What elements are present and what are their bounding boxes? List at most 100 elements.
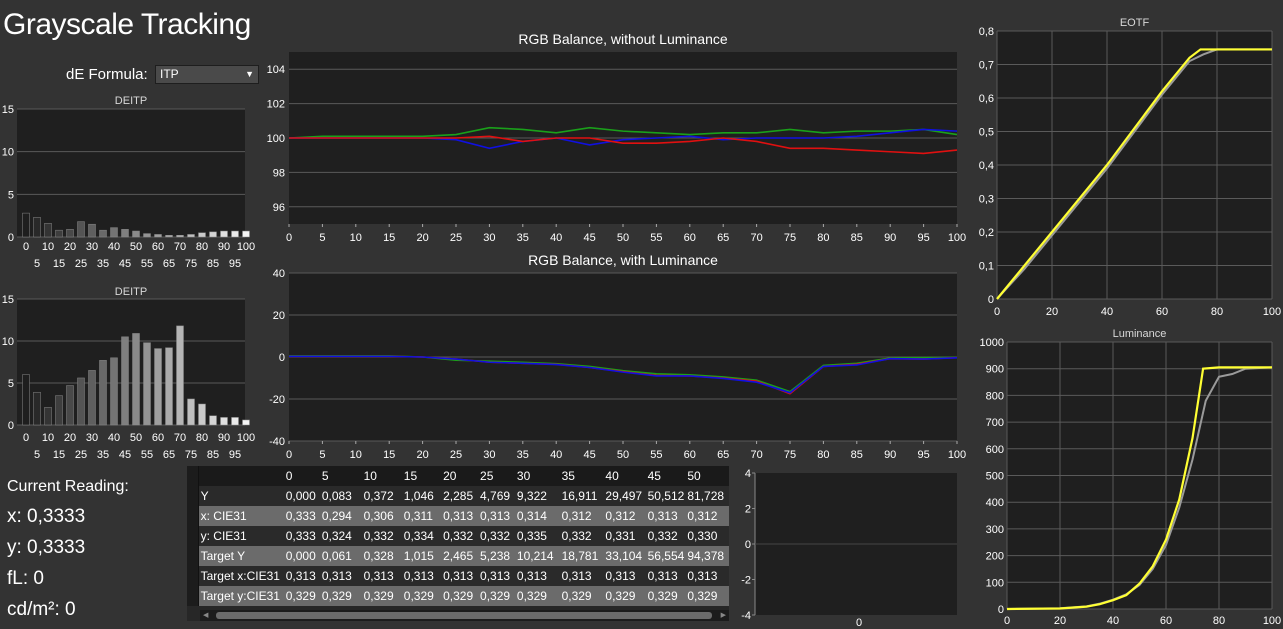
x-tick-label: 25	[450, 232, 462, 244]
table-cell: 0,312	[603, 506, 646, 526]
table-cell: 0,306	[361, 506, 402, 526]
scroll-thumb[interactable]	[216, 612, 712, 619]
column-header[interactable]: 30	[514, 466, 560, 486]
table-cell: 2,465	[441, 546, 479, 566]
y-tick-label: 0,8	[979, 26, 994, 38]
bar	[143, 233, 151, 238]
column-header[interactable]: 0	[283, 466, 320, 486]
y-tick-label: 10	[2, 336, 14, 348]
x-tick-label: 30	[483, 232, 495, 244]
measurement-table[interactable]: 0 5 10 15 20 25 30 35 40 45 50 Y 0,000 0,083 0,372 1,04…	[187, 466, 729, 621]
series-line-blue	[289, 355, 958, 394]
column-header[interactable]: 40	[603, 466, 646, 486]
column-header[interactable]: 15	[401, 466, 442, 486]
table-cell: 0,329	[685, 586, 729, 606]
y-tick-label: 0	[988, 294, 994, 306]
table-row[interactable]: x: CIE31 0,333 0,294 0,306 0,311 0,313 0,313 0,…	[187, 506, 729, 526]
x-tick-label: 50	[617, 449, 629, 461]
table-cell: 0,329	[645, 586, 686, 606]
column-header[interactable]: 35	[559, 466, 604, 486]
scroll-right-icon[interactable]: ▶	[720, 612, 726, 619]
chart-title: DEITP	[115, 95, 147, 107]
y-tick-label: 0	[745, 539, 751, 551]
row-header-cell[interactable]	[187, 486, 199, 506]
x-tick-label: 55	[650, 449, 662, 461]
table-cell: 0,332	[478, 526, 515, 546]
table-row[interactable]: y: CIE31 0,333 0,324 0,332 0,334 0,332 0,332 0,…	[187, 526, 729, 546]
x-tick-label: 25	[75, 258, 87, 270]
bar	[99, 229, 107, 238]
table-row[interactable]: Target y:CIE31 0,329 0,329 0,329 0,329 0,329 0…	[187, 586, 729, 606]
row-header-cell[interactable]	[187, 546, 199, 566]
table-cell: 0,329	[283, 586, 320, 606]
table-row[interactable]: Y 0,000 0,083 0,372 1,046 2,285 4,769 9,322 16,9…	[187, 486, 729, 506]
x-tick-label: 70	[174, 432, 186, 444]
table-cell: 0,332	[559, 526, 604, 546]
x-tick-label: 55	[141, 449, 153, 461]
table-row[interactable]: Target x:CIE31 0,313 0,313 0,313 0,313 0,313 0…	[187, 566, 729, 586]
table-cell: 0,000	[283, 486, 320, 506]
y-tick-label: -20	[269, 394, 285, 406]
column-header[interactable]: 10	[361, 466, 402, 486]
table-cell: 0,329	[603, 586, 646, 606]
x-tick-label: 60	[152, 432, 164, 444]
y-tick-label: 40	[273, 268, 285, 280]
x-tick-label: 75	[185, 449, 197, 461]
row-label: y: CIE31	[198, 526, 284, 546]
row-header-cell[interactable]	[187, 566, 199, 586]
x-tick-label: 40	[1101, 306, 1113, 318]
x-tick-label: 20	[64, 241, 76, 253]
y-tick-label: 0,6	[979, 93, 994, 105]
table-cell: 0,333	[283, 506, 320, 526]
x-tick-label: 10	[42, 432, 54, 444]
row-header-cell[interactable]	[187, 586, 199, 606]
bar	[99, 360, 107, 426]
column-header[interactable]: 45	[645, 466, 686, 486]
y-tick-label: 5	[8, 189, 14, 201]
table-cell: 0,313	[283, 566, 320, 586]
row-header-cell[interactable]	[187, 506, 199, 526]
table-cell: 5,238	[478, 546, 515, 566]
column-header[interactable]: 5	[319, 466, 362, 486]
x-tick-label: 45	[119, 258, 131, 270]
column-header[interactable]: 20	[441, 466, 479, 486]
x-tick-label: 0	[994, 306, 1000, 318]
x-tick-label: 15	[383, 449, 395, 461]
chart-title: Luminance	[1113, 328, 1167, 340]
column-header[interactable]: 25	[478, 466, 515, 486]
de-formula-select[interactable]: ITP ▼	[155, 65, 259, 84]
row-label: x: CIE31	[198, 506, 284, 526]
x-tick-label: 25	[75, 449, 87, 461]
reading-fl: fL: 0	[7, 568, 44, 589]
series-line-red	[289, 135, 958, 155]
y-tick-label: 5	[8, 378, 14, 390]
bar	[110, 357, 118, 426]
row-label: Y	[198, 486, 284, 506]
column-header[interactable]: 50	[685, 466, 729, 486]
table-cell: 16,911	[559, 486, 604, 506]
table-cell: 0,329	[478, 586, 515, 606]
bar	[176, 325, 184, 426]
de-formula-value: ITP	[160, 67, 179, 81]
x-tick-label: 30	[86, 241, 98, 253]
x-tick-label: 95	[917, 232, 929, 244]
table-cell: 0,314	[514, 506, 560, 526]
series-line-yellow	[996, 48, 1272, 300]
x-tick-label: 20	[64, 432, 76, 444]
table-row[interactable]: Target Y 0,000 0,061 0,328 1,015 2,465 5,238 10…	[187, 546, 729, 566]
x-tick-label: 95	[229, 449, 241, 461]
table-cell: 0,311	[401, 506, 442, 526]
table-scrollbar[interactable]: ◀ ▶	[200, 610, 729, 621]
bar	[176, 235, 184, 238]
x-tick-label: 25	[450, 449, 462, 461]
x-tick-label: 50	[130, 241, 142, 253]
x-tick-label: 0	[23, 432, 29, 444]
x-tick-label: 95	[917, 449, 929, 461]
row-header-cell[interactable]	[187, 526, 199, 546]
x-tick-label: 15	[383, 232, 395, 244]
bar	[143, 342, 151, 426]
bar	[44, 407, 52, 426]
x-tick-label: 70	[750, 232, 762, 244]
y-tick-label: 0	[8, 232, 14, 244]
scroll-left-icon[interactable]: ◀	[203, 612, 209, 619]
